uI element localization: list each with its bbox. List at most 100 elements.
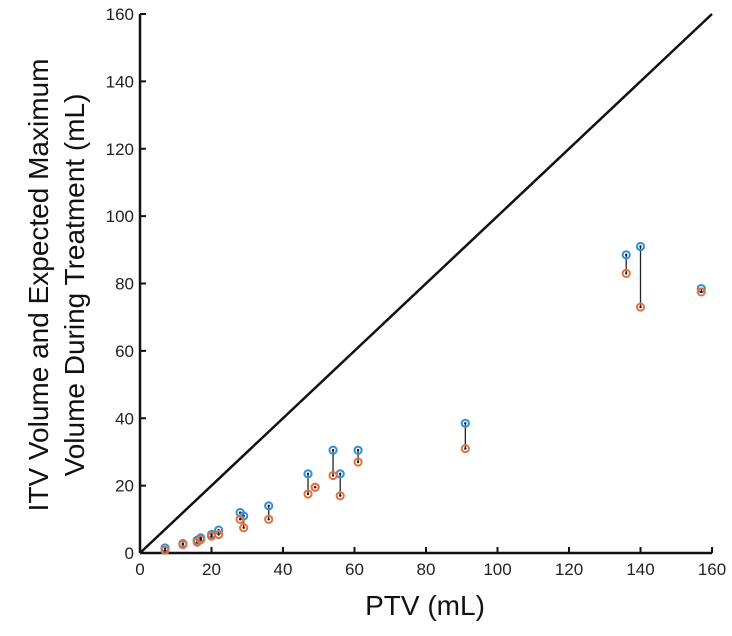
marker-center-dot — [238, 518, 242, 521]
marker-center-dot — [210, 534, 213, 538]
itv-point — [328, 445, 338, 455]
marker-center-dot — [639, 245, 642, 248]
expected-max-marker — [178, 539, 188, 550]
y-tick-label: 100 — [106, 207, 134, 226]
marker-center-dot — [242, 526, 245, 529]
itv-point — [264, 501, 274, 511]
expected-max-marker — [214, 529, 224, 540]
connector-lines — [164, 246, 702, 551]
identity-line — [139, 13, 713, 554]
marker-center-dot — [625, 253, 628, 257]
data-points — [160, 241, 706, 555]
y-axis-title: ITV Volume and Expected Maximum Volume D… — [23, 59, 90, 512]
y-tick-label: 80 — [115, 275, 134, 294]
expected-max-point — [335, 491, 345, 501]
marker-center-dot — [199, 536, 202, 540]
marker-center-dot — [700, 290, 703, 294]
expected-max-point — [239, 523, 249, 533]
expected-max-marker — [328, 470, 338, 481]
x-tick-label: 120 — [555, 560, 583, 579]
marker-center-dot — [356, 460, 360, 464]
marker-center-dot — [306, 492, 310, 496]
expected-max-marker — [235, 514, 245, 524]
tick-labels: 0 20 40 60 80 100 120 140 160 0 20 40 60 80 100 120 140 1… — [106, 5, 727, 579]
itv-point — [621, 250, 631, 260]
expected-max-marker — [264, 514, 274, 524]
expected-max-point — [460, 443, 470, 454]
marker-center-dot — [313, 486, 317, 489]
expected-max-point — [264, 514, 274, 524]
y-tick-label: 60 — [115, 342, 134, 361]
itv-marker — [621, 250, 631, 260]
x-tick-label: 20 — [202, 560, 221, 579]
expected-max-marker — [160, 545, 170, 555]
itv-point — [460, 418, 470, 428]
marker-center-dot — [267, 518, 270, 521]
y-tick-label: 140 — [106, 72, 134, 91]
marker-center-dot — [464, 447, 467, 450]
itv-point — [303, 469, 313, 479]
expected-max-marker — [635, 302, 646, 312]
itv-marker — [635, 241, 646, 252]
itv-marker — [328, 445, 338, 455]
expected-max-point — [214, 529, 224, 540]
x-tick-label: 100 — [483, 560, 511, 579]
marker-center-dot — [306, 472, 310, 476]
marker-center-dot — [356, 449, 360, 452]
expected-max-marker — [310, 482, 320, 492]
x-axis-title: PTV (mL) — [365, 590, 485, 621]
expected-max-point — [160, 545, 170, 555]
marker-center-dot — [163, 549, 167, 552]
y-tick-label: 20 — [115, 477, 134, 496]
expected-max-point — [310, 482, 320, 492]
marker-center-dot — [464, 422, 467, 425]
marker-center-dot — [625, 272, 628, 275]
marker-center-dot — [639, 305, 642, 309]
expected-max-point — [696, 287, 706, 297]
itv-marker — [353, 445, 363, 455]
expected-max-point — [635, 302, 646, 312]
marker-center-dot — [331, 474, 335, 477]
marker-center-dot — [339, 494, 342, 497]
y-axis-title-line-1: ITV Volume and Expected Maximum — [23, 59, 54, 512]
y-tick-label: 120 — [106, 140, 134, 159]
marker-center-dot — [217, 533, 220, 536]
marker-center-dot — [331, 449, 335, 452]
expected-max-point — [621, 268, 631, 278]
expected-max-marker — [621, 268, 631, 278]
marker-center-dot — [199, 538, 202, 541]
x-tick-label: 60 — [345, 560, 364, 579]
x-tick-label: 140 — [626, 560, 654, 579]
itv-point — [635, 241, 646, 252]
marker-center-dot — [181, 543, 185, 546]
itv-point — [353, 445, 363, 455]
expected-max-point — [303, 489, 313, 499]
expected-max-marker — [239, 523, 249, 533]
x-tick-label: 0 — [135, 560, 144, 579]
marker-center-dot — [210, 533, 213, 536]
y-axis-title-line-2: Volume During Treatment (mL) — [59, 94, 90, 477]
expected-max-marker — [335, 491, 345, 501]
itv-marker — [460, 418, 470, 428]
expected-max-marker — [196, 534, 206, 545]
expected-max-point — [178, 539, 188, 550]
itv-marker — [303, 469, 313, 479]
x-tick-label: 40 — [274, 560, 293, 579]
marker-center-dot — [267, 504, 270, 508]
expected-max-point — [353, 457, 363, 467]
itv-marker — [264, 501, 274, 511]
expected-max-marker — [353, 457, 363, 467]
expected-max-marker — [303, 489, 313, 499]
y-tick-label: 0 — [125, 544, 134, 563]
x-tick-label: 80 — [417, 560, 436, 579]
expected-max-point — [235, 514, 245, 524]
expected-max-point — [196, 534, 206, 545]
expected-max-marker — [696, 287, 706, 297]
expected-max-marker — [460, 443, 470, 454]
y-tick-label: 160 — [106, 5, 134, 24]
y-tick-label: 40 — [115, 409, 134, 428]
marker-center-dot — [339, 472, 342, 476]
expected-max-point — [328, 470, 338, 481]
x-tick-label: 160 — [698, 560, 726, 579]
